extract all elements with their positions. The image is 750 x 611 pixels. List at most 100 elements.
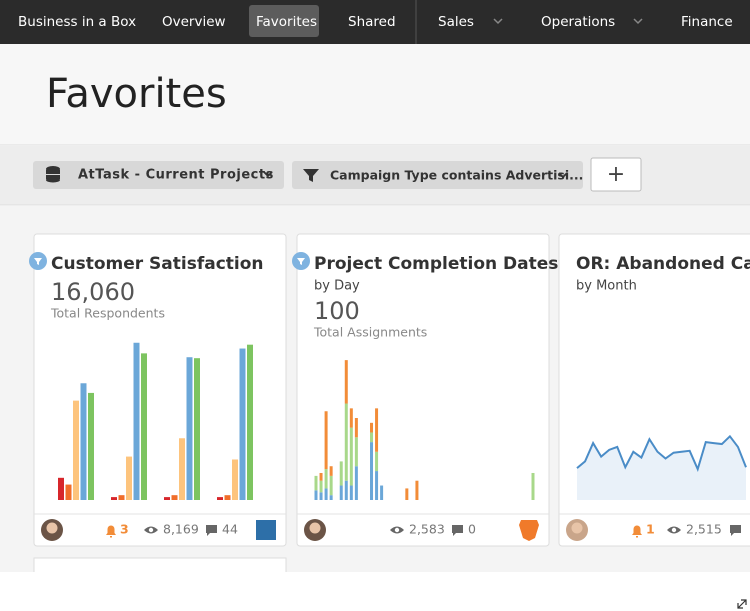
comment-icon — [452, 525, 463, 536]
nav-bar — [0, 0, 750, 44]
dropdown[interactable] — [33, 161, 284, 189]
dropdown-label: AtTask - Current Projects — [78, 168, 274, 183]
chevron — [633, 18, 643, 25]
bar — [88, 392, 94, 500]
footer-space — [0, 572, 750, 611]
card-subtitle: by Day — [314, 279, 360, 294]
bar — [80, 383, 87, 500]
bar-segment — [319, 472, 323, 481]
avatar-face — [46, 522, 58, 534]
eye-pupil — [148, 527, 154, 533]
bar-segment — [314, 475, 318, 491]
card[interactable] — [33, 233, 287, 547]
bar — [217, 497, 223, 500]
bar-segment — [314, 490, 318, 500]
bar-segment — [349, 485, 353, 500]
database-icon — [46, 166, 60, 183]
nav-active — [249, 5, 319, 37]
bar-segment — [354, 466, 358, 500]
metric-label: Total Assignments — [313, 325, 427, 340]
bar-segment — [349, 408, 353, 428]
bar — [247, 344, 253, 500]
bar-segment — [354, 437, 358, 467]
line — [576, 434, 747, 473]
view-count: 2,515 — [686, 522, 722, 537]
bar-segment — [370, 432, 374, 443]
bar-segment — [405, 488, 409, 500]
add-button[interactable] — [590, 157, 642, 192]
bar-segment — [415, 480, 419, 500]
bar — [133, 342, 140, 500]
avatar-face — [309, 522, 321, 534]
chevron — [263, 171, 273, 178]
bar — [126, 456, 132, 500]
card[interactable] — [296, 233, 550, 547]
bar-segment — [375, 451, 379, 472]
bar-segment — [375, 471, 379, 500]
bar-segment — [319, 480, 323, 493]
bar — [65, 484, 72, 500]
metric: 16,060 — [51, 278, 135, 306]
bar-segment — [324, 488, 328, 500]
card-subtitle: by Month — [576, 279, 637, 294]
bar-segment — [531, 472, 535, 500]
bar — [164, 497, 170, 500]
add-button-label: + — [607, 162, 625, 187]
nav-item[interactable]: Finance — [681, 14, 733, 30]
bar — [232, 459, 238, 500]
nav-item[interactable]: Favorites — [256, 14, 317, 30]
app-icon — [256, 520, 276, 540]
expand-icon[interactable] — [737, 599, 747, 609]
chevron — [558, 172, 568, 179]
bar-segment — [370, 442, 374, 500]
bell-icon — [632, 525, 642, 538]
bar-segment — [319, 492, 323, 500]
comment-icon — [730, 525, 741, 536]
bar-segment — [339, 461, 343, 486]
bar-segment — [370, 422, 374, 433]
bar-segment — [339, 485, 343, 500]
bar — [171, 495, 178, 500]
filter-icon — [303, 169, 319, 182]
view-count: 8,169 — [163, 522, 199, 537]
alert-count: 3 — [120, 522, 129, 537]
view-count: 2,583 — [409, 522, 445, 537]
bar — [194, 358, 200, 500]
bar — [141, 353, 147, 500]
bar-segment — [329, 475, 333, 496]
eye-pupil — [671, 527, 677, 533]
bar — [186, 357, 193, 500]
dropdown-label: Campaign Type contains Advertisi... — [330, 168, 583, 183]
bar — [111, 497, 117, 500]
metric: 100 — [314, 297, 360, 325]
bar-segment — [324, 411, 328, 470]
bar-segment — [349, 427, 353, 486]
comment-icon — [206, 525, 217, 536]
header — [0, 44, 750, 145]
nav-item[interactable]: Sales — [438, 14, 474, 30]
metric-label: Total Respondents — [50, 306, 165, 321]
card-title: OR: Abandoned Cart Value — [576, 254, 750, 274]
bar-segment — [380, 485, 384, 500]
bell-icon — [106, 525, 116, 538]
bar-segment — [354, 418, 358, 438]
nav-item[interactable]: Overview — [162, 14, 226, 30]
nav-item[interactable]: Business in a Box — [18, 14, 136, 30]
nav-item[interactable]: Operations — [541, 14, 615, 30]
bar — [239, 348, 246, 500]
comment-count: 44 — [222, 522, 238, 537]
chevron — [493, 18, 503, 25]
bar-segment — [375, 408, 379, 452]
bar — [224, 495, 231, 500]
bar-segment — [344, 403, 348, 481]
nav-item[interactable]: Shared — [348, 14, 396, 30]
bar-segment — [344, 480, 348, 500]
eye-pupil — [394, 527, 400, 533]
bar-segment — [329, 466, 333, 476]
avatar-face — [571, 522, 583, 534]
bar-segment — [344, 360, 348, 404]
alert-count: 1 — [646, 522, 655, 537]
dropdown[interactable] — [292, 161, 583, 189]
